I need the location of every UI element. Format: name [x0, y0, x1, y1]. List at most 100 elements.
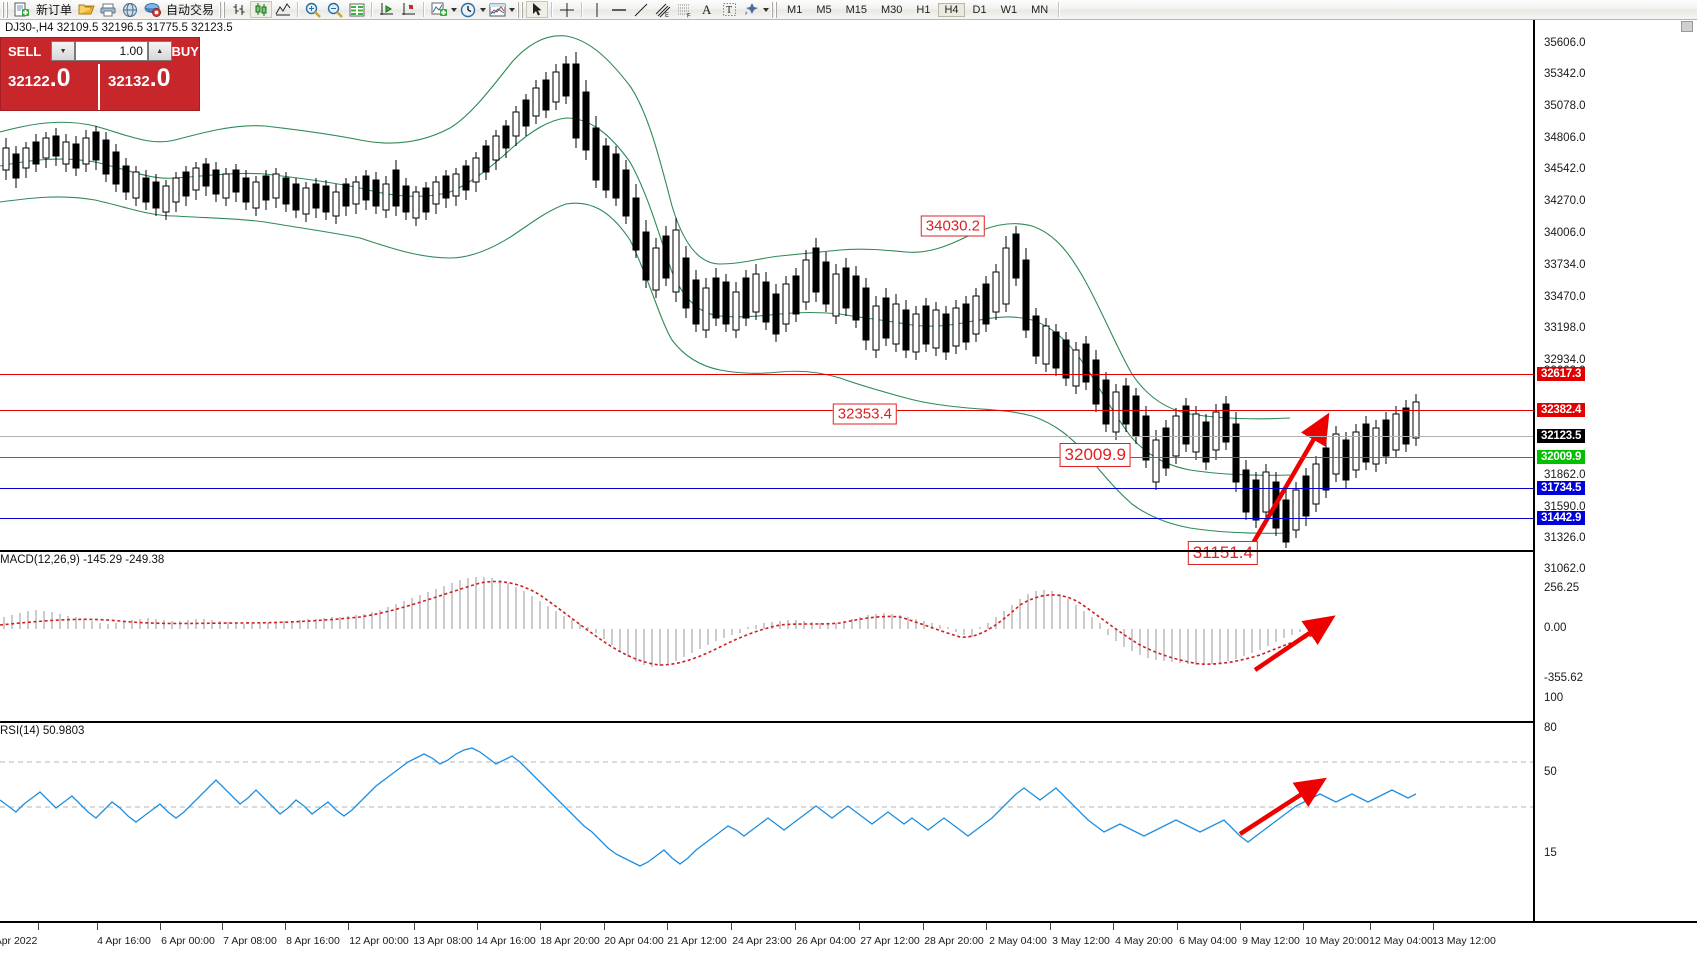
trendline-icon[interactable]	[630, 1, 652, 18]
price-tick-1: 35342.0	[1544, 68, 1586, 80]
svg-text:A: A	[702, 2, 712, 17]
hline-icon[interactable]	[608, 1, 630, 18]
auto-trading-button[interactable]: 自动交易	[166, 3, 215, 17]
macd-plot[interactable]	[0, 565, 1533, 680]
zoom-out-icon[interactable]	[324, 1, 346, 18]
label-icon[interactable]: T	[718, 1, 740, 18]
text-icon[interactable]: A	[696, 1, 718, 18]
macd-pane-separator[interactable]	[0, 550, 1533, 552]
time-tick-20: 10 May 20:00	[1305, 935, 1369, 947]
fibonacci-icon[interactable]: F	[674, 1, 696, 18]
price-tick-4: 34542.0	[1544, 163, 1586, 175]
vline-icon[interactable]	[586, 1, 608, 18]
time-tick-4: 8 Apr 16:00	[286, 935, 340, 947]
annotation-32009[interactable]: 32009.9	[1059, 443, 1131, 467]
folder-icon[interactable]	[75, 1, 97, 18]
period-icon[interactable]	[457, 1, 479, 18]
indicators-dropdown-caret[interactable]	[451, 7, 458, 12]
time-tick-10: 21 Apr 12:00	[667, 935, 727, 947]
toolbar-grip[interactable]	[2, 1, 9, 18]
sell-price-display[interactable]: 32122 .0	[1, 64, 100, 110]
annotation-32353[interactable]: 32353.4	[832, 403, 897, 425]
new-order-button[interactable]: 新订单	[36, 3, 73, 17]
price-tick-6: 34006.0	[1544, 227, 1586, 239]
price-line-32617[interactable]	[0, 374, 1533, 375]
tab-timeframe-w1[interactable]: W1	[1000, 3, 1018, 16]
shapes-dropdown-caret[interactable]	[763, 7, 770, 12]
price-tick-0: 35606.0	[1544, 37, 1586, 49]
macd-tick-1: 0.00	[1544, 622, 1567, 634]
buy-price-display[interactable]: 32132 .0	[100, 64, 199, 110]
price-line-32009[interactable]	[0, 457, 1533, 458]
chart-scroll-thumb[interactable]	[1681, 21, 1693, 32]
templates-dropdown-caret[interactable]	[509, 7, 516, 12]
tab-timeframe-m5[interactable]: M5	[816, 3, 832, 16]
volume-input[interactable]: 1.00	[74, 41, 148, 61]
toolbar-grip-4[interactable]	[771, 1, 779, 18]
tab-timeframe-mn[interactable]: MN	[1031, 3, 1049, 16]
shift-start-icon[interactable]	[376, 1, 398, 18]
time-tick-11: 24 Apr 23:00	[732, 935, 792, 947]
annotation-34030[interactable]: 34030.2	[920, 215, 985, 237]
data-window-icon[interactable]	[346, 1, 368, 18]
period-dropdown-caret[interactable]	[480, 7, 487, 12]
toolbar-grip-3[interactable]	[517, 1, 525, 18]
time-tick-21: 12 May 04:00	[1369, 935, 1433, 947]
rsi-label: RSI(14) 50.9803	[0, 725, 85, 737]
bar-chart-icon[interactable]	[228, 1, 250, 18]
price-line-31734[interactable]	[0, 488, 1533, 489]
tab-timeframe-m1[interactable]: M1	[787, 3, 803, 16]
shift-end-icon[interactable]	[398, 1, 420, 18]
equidistant-channel-icon[interactable]: E	[652, 1, 674, 18]
rsi-plot[interactable]	[0, 732, 1533, 920]
macd-uptrend-arrow	[1253, 615, 1336, 672]
candlestick-icon[interactable]	[250, 1, 273, 18]
price-tick-10: 32934.0	[1544, 354, 1586, 366]
rsi-pane-separator[interactable]	[0, 721, 1533, 723]
macd-label: MACD(12,26,9) -145.29 -249.38	[0, 554, 165, 566]
macd-tick-0: 256.25	[1544, 582, 1580, 594]
tab-timeframe-h1[interactable]: H1	[916, 3, 931, 16]
volume-increase-button[interactable]: ▲	[147, 41, 172, 61]
volume-decrease-button[interactable]: ▼	[51, 41, 75, 61]
time-tick-17: 4 May 20:00	[1115, 935, 1173, 947]
shapes-icon[interactable]	[740, 1, 762, 18]
printer-icon[interactable]	[97, 1, 119, 18]
tab-timeframe-m30[interactable]: M30	[881, 3, 903, 16]
price-tag-support-1[interactable]: 31734.5	[1537, 481, 1586, 495]
price-line-32382[interactable]	[0, 410, 1533, 411]
tab-timeframe-m15[interactable]: M15	[845, 3, 867, 16]
tab-timeframe-h4[interactable]: H4	[938, 2, 965, 17]
sell-button[interactable]: SELL	[8, 43, 42, 59]
time-tick-12: 26 Apr 04:00	[796, 935, 856, 947]
time-tick-6: 13 Apr 08:00	[413, 935, 473, 947]
line-chart-icon[interactable]	[272, 1, 294, 18]
globe-icon[interactable]	[119, 1, 141, 18]
price-tag-support-2[interactable]: 31442.9	[1537, 511, 1586, 525]
chart-canvas[interactable]: DJ30-,H4 32109.5 32196.5 31775.5 32123.5	[0, 20, 1697, 966]
price-axis[interactable]: 35606.0 35342.0 35078.0 34806.0 34542.0 …	[1533, 20, 1697, 921]
toolbar-separator-4	[551, 2, 554, 17]
price-plot[interactable]	[0, 20, 1533, 921]
tab-timeframe-d1[interactable]: D1	[972, 3, 987, 16]
time-tick-16: 3 May 12:00	[1052, 935, 1110, 947]
price-tick-17: 31062.0	[1544, 563, 1586, 575]
toolbar-grip-2[interactable]	[219, 1, 227, 18]
price-tick-14: 31862.0	[1544, 469, 1586, 481]
price-tag-resistance-1[interactable]: 32617.3	[1537, 367, 1586, 381]
crosshair-icon[interactable]	[556, 1, 578, 18]
price-tag-resistance-2[interactable]: 32382.4	[1537, 403, 1586, 417]
templates-icon[interactable]	[486, 1, 508, 18]
cursor-icon[interactable]	[526, 1, 549, 18]
indicators-icon[interactable]	[428, 1, 450, 18]
one-click-trading-panel[interactable]: SELL ▼ 1.00 ▲ BUY 32122 .0 32132 .0	[0, 37, 200, 111]
new-order-icon[interactable]	[11, 1, 33, 18]
zoom-in-icon[interactable]	[302, 1, 324, 18]
buy-button[interactable]: BUY	[171, 43, 199, 59]
sell-price-integer: 32122	[8, 73, 50, 90]
auto-trading-icon[interactable]	[141, 1, 163, 18]
annotation-31151[interactable]: 31151.4	[1187, 541, 1258, 565]
svg-text:F: F	[687, 13, 691, 18]
price-line-31442[interactable]	[0, 518, 1533, 519]
